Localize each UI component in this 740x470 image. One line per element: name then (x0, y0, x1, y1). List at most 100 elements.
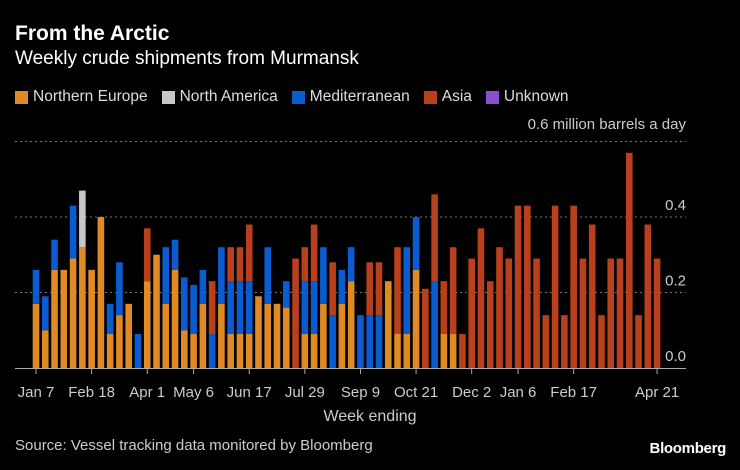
bar-segment-asia (579, 258, 587, 368)
bar-segment-northern-europe (181, 330, 188, 368)
bar-segment-mediterranean (375, 315, 383, 368)
bar-segment-northern-europe (338, 303, 346, 368)
bar-segment-asia (329, 262, 336, 316)
bar-segment-northern-europe (51, 269, 58, 368)
bar-segment-northern-europe (143, 281, 151, 368)
bar-segment-asia (292, 258, 299, 368)
legend-label: Unknown (503, 88, 569, 105)
bar-segment-mediterranean (162, 247, 170, 304)
legend-label: Northern Europe (33, 88, 148, 105)
legend-item-mediterranean: Mediterranean (291, 88, 410, 106)
bar-segment-northern-europe (347, 281, 355, 368)
bar-segment-northern-europe (153, 254, 160, 368)
bar-segment-asia (440, 281, 448, 335)
bar-segment-northern-europe (245, 334, 253, 368)
bar-segment-mediterranean (264, 247, 272, 304)
bar-segment-mediterranean (310, 281, 318, 335)
x-tick-label: Apr 1 (129, 384, 165, 401)
bar-segment-asia (449, 247, 457, 335)
bar-segment-mediterranean (357, 315, 364, 368)
y-tick-label: 0.4 (665, 197, 686, 214)
bar-segment-mediterranean (366, 315, 374, 368)
bar-segment-mediterranean (245, 281, 253, 335)
bar-segment-mediterranean (282, 281, 290, 308)
bar-segment-northern-europe (162, 303, 170, 368)
bar-segment-mediterranean (301, 281, 309, 335)
bar-segment-northern-europe (236, 334, 244, 368)
bar-segment-asia (468, 258, 475, 368)
bar-segment-mediterranean (51, 239, 58, 270)
bar-segment-northern-europe (273, 303, 281, 368)
legend-swatch (15, 90, 28, 104)
bar-segment-northern-europe (255, 296, 262, 368)
bar-segment-mediterranean (218, 247, 225, 304)
bar-segment-northern-europe (171, 269, 179, 368)
x-tick-label: Feb 18 (68, 384, 115, 401)
bar-segment-mediterranean (236, 281, 244, 335)
bar-segment-northern-europe (218, 303, 225, 368)
bar-segment-asia (208, 281, 216, 335)
bar-segment-mediterranean (69, 205, 77, 259)
legend-item-north-america: North America (161, 88, 278, 106)
bar-segment-northern-europe (79, 247, 86, 368)
bar-segment-mediterranean (403, 247, 411, 335)
bar-segment-asia (570, 205, 577, 368)
x-tick-label: Oct 21 (394, 384, 438, 401)
bar-segment-mediterranean (171, 239, 179, 270)
bar-segment-asia (236, 247, 244, 282)
bar-segment-mediterranean (208, 334, 216, 368)
x-tick-label: Jul 29 (285, 384, 325, 401)
bar-segment-asia (394, 247, 401, 335)
bar-segment-asia (227, 247, 234, 282)
bar-segment-mediterranean (412, 217, 420, 270)
bar-segment-mediterranean (338, 269, 346, 304)
bar-segment-asia (598, 315, 605, 368)
bar-segment-asia (505, 258, 513, 368)
x-tick-label: Feb 17 (550, 384, 597, 401)
bar-segment-mediterranean (106, 303, 114, 335)
bar-segment-northern-europe (88, 269, 95, 368)
bar-segment-northern-europe (440, 334, 448, 368)
bar-segment-northern-europe (301, 334, 309, 368)
bar-segment-northern-europe (125, 303, 132, 368)
bar-segment-asia (533, 258, 540, 368)
bar-segment-asia (477, 228, 485, 368)
bar-segment-northern-europe (60, 269, 68, 368)
bar-segment-northern-europe (116, 315, 123, 368)
bar-segment-northern-europe (394, 334, 401, 368)
x-axis-title: Week ending (323, 408, 417, 425)
bar-segment-asia (514, 205, 522, 368)
bar-segment-northern-europe (282, 307, 290, 368)
bar-segment-mediterranean (329, 315, 336, 368)
x-tick-label: Dec 2 (452, 384, 491, 401)
bar-segment-northern-europe (384, 281, 392, 368)
bar-segment-mediterranean (227, 281, 234, 335)
bar-segment-asia (561, 315, 568, 368)
bar-segment-asia (551, 205, 559, 368)
bar-segment-northern-europe (320, 303, 327, 368)
chart-subtitle: Weekly crude shipments from Murmansk (15, 48, 359, 69)
bar-segment-asia (496, 247, 503, 368)
bar-segment-mediterranean (320, 247, 327, 304)
bar-segment-asia (524, 205, 531, 368)
bar-segment-mediterranean (181, 277, 188, 331)
bar-segment-asia (588, 224, 596, 368)
x-tick-label: Jan 6 (500, 384, 537, 401)
bar-segment-mediterranean (134, 334, 142, 368)
legend-item-unknown: Unknown (485, 88, 569, 106)
bar-segment-asia (375, 262, 383, 316)
y-tick-label: 0.2 (665, 273, 686, 290)
source-note: Source: Vessel tracking data monitored b… (15, 437, 373, 454)
bar-segment-asia (635, 315, 642, 368)
bar-segment-asia (310, 224, 318, 282)
legend-label: North America (179, 88, 278, 105)
bar-segment-mediterranean (199, 269, 207, 304)
bar-segment-northern-europe (69, 258, 77, 368)
bar-segment-asia (616, 258, 624, 368)
bar-segment-mediterranean (190, 284, 197, 335)
bar-segment-northern-europe (264, 303, 272, 368)
legend: Northern Europe North America Mediterran… (15, 88, 569, 106)
bar-segment-asia (542, 315, 550, 368)
